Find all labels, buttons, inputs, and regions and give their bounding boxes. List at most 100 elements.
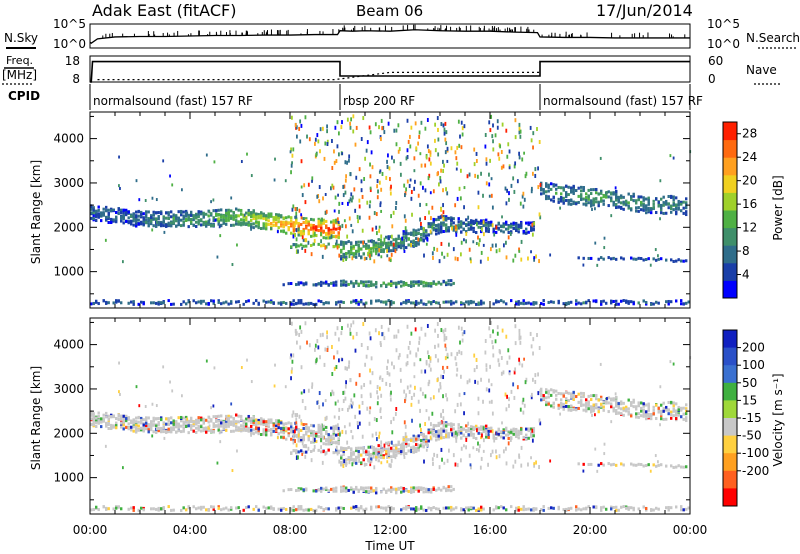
power-cell (552, 184, 555, 188)
power-cell (347, 282, 350, 286)
power-cell (335, 280, 338, 284)
velocity-cell (182, 506, 185, 510)
velocity-cell (350, 454, 353, 458)
power-cell (326, 129, 328, 134)
frequency-panel: Freq. [MHz] 18 8 60 0 Nave (2, 54, 780, 86)
velocity-cell (394, 455, 397, 460)
velocity-cell (647, 408, 650, 412)
power-cell (580, 193, 583, 197)
velocity-cell (237, 428, 240, 432)
velocity-cell (552, 390, 555, 394)
velocity-cell (507, 436, 510, 440)
power-cell (672, 201, 675, 205)
power-cell (369, 200, 372, 204)
power-cell (394, 205, 397, 210)
power-cell (570, 186, 573, 190)
velocity-cell (517, 436, 520, 440)
power-cell (295, 245, 298, 249)
power-cell (399, 172, 402, 177)
velocity-cell (102, 419, 105, 423)
velocity-cell (330, 392, 332, 397)
velocity-cell (197, 421, 200, 425)
power-cell (345, 256, 348, 260)
power-cell (390, 234, 393, 239)
power-cell (409, 144, 412, 149)
power-cell (437, 228, 440, 232)
power-cell (417, 228, 420, 232)
power-cell (408, 134, 411, 139)
velocity-cell (340, 485, 343, 489)
power-cell (518, 155, 521, 160)
power-cell (470, 299, 473, 303)
power-cell (110, 209, 113, 213)
velocity-cell (600, 506, 603, 510)
power-cell (282, 230, 285, 234)
noise-right-tick-top: 10^5 (707, 17, 740, 31)
power-cell (585, 203, 588, 207)
power-cell (642, 198, 645, 202)
velocity-cell (140, 426, 143, 430)
power-cell (533, 221, 536, 226)
velocity-cell (267, 428, 270, 432)
power-cell (217, 300, 220, 304)
velocity-cell (472, 425, 475, 429)
velocity-cell (520, 445, 523, 450)
power-cell (310, 217, 313, 221)
power-cell (531, 222, 534, 227)
power-cell (685, 197, 688, 201)
velocity-cell (465, 506, 468, 510)
power-cell (525, 221, 528, 225)
velocity-cell (505, 446, 507, 451)
power-cell (444, 150, 447, 155)
power-cell (419, 152, 422, 156)
power-cell (242, 213, 245, 217)
power-cell (357, 282, 360, 286)
power-cell (567, 185, 570, 189)
power-cell (152, 217, 155, 221)
velocity-cell (142, 423, 145, 427)
velocity-cell (292, 430, 295, 434)
power-cell (452, 221, 455, 225)
power-cell (560, 192, 563, 196)
velocity-cell (452, 423, 455, 427)
power-cell (489, 128, 492, 133)
velocity-cell (343, 390, 346, 395)
velocity-cell (272, 426, 275, 430)
velocity-cell (350, 457, 353, 461)
power-cell (170, 302, 173, 306)
power-cell (612, 191, 615, 195)
frequency-series-line (90, 60, 690, 83)
velocity-cell (466, 380, 469, 385)
velocity-cell (275, 427, 278, 431)
velocity-cell (235, 506, 238, 510)
velocity-cell (465, 430, 468, 434)
velocity-cell (465, 424, 468, 428)
power-cell (413, 169, 416, 173)
velocity-cell (320, 427, 323, 431)
velocity-cell (115, 421, 118, 425)
power-cell (587, 256, 590, 260)
velocity-cell (402, 441, 405, 445)
power-cell (381, 171, 384, 176)
power-cell (498, 248, 501, 253)
power-cell (597, 192, 600, 196)
velocity-cell (360, 343, 363, 348)
power-cell (147, 224, 150, 228)
power-cell (112, 218, 115, 222)
velocity-cell (402, 489, 405, 493)
power-cell (212, 224, 215, 228)
velocity-cell (352, 488, 355, 492)
velocity-cell (240, 414, 243, 418)
power-cell (652, 257, 655, 261)
power-cell (612, 299, 615, 303)
velocity-cell (443, 369, 445, 374)
velocity-cell (326, 348, 329, 353)
velocity-cell (117, 418, 120, 422)
velocity-cell (532, 508, 535, 512)
power-cell (95, 219, 98, 223)
power-cell (265, 217, 268, 221)
power-cell (413, 156, 416, 161)
power-cell (320, 221, 323, 225)
velocity-cell (385, 450, 388, 454)
power-cell (603, 246, 606, 250)
